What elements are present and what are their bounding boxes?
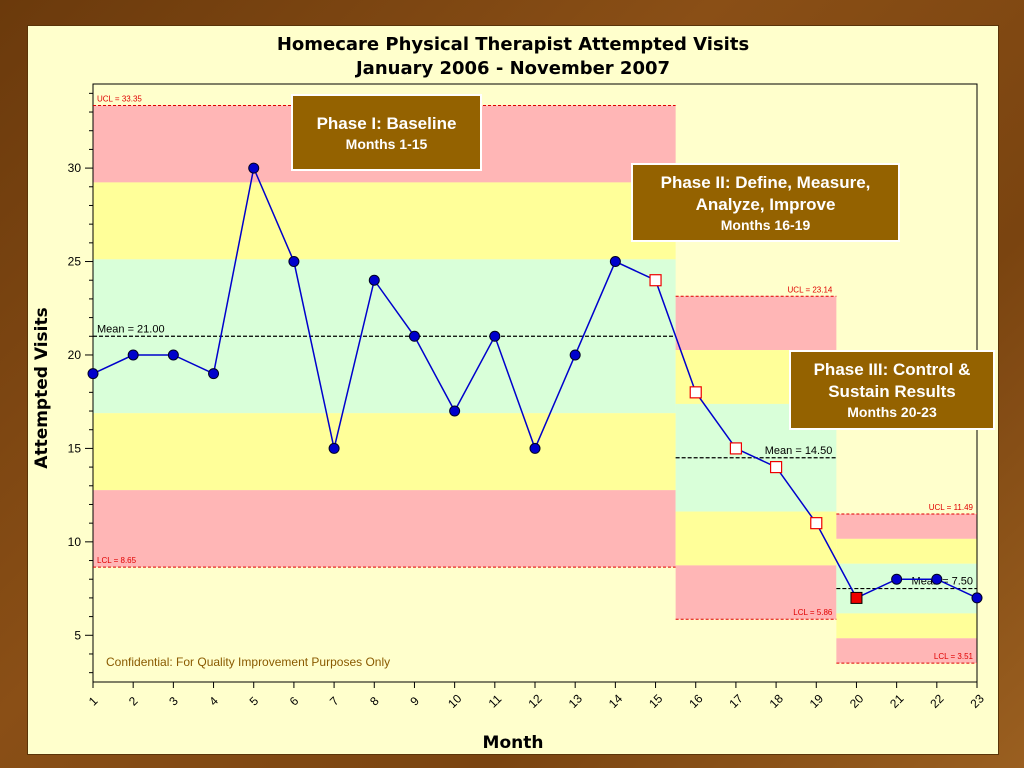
x-tick-label-21: 21 xyxy=(887,691,907,711)
phase-3-zone-2 xyxy=(836,538,977,564)
data-point-22 xyxy=(931,573,943,585)
phase-2-subtitle: Months 16-19 xyxy=(720,216,811,233)
phase-2-mean-label: Mean = 14.50 xyxy=(765,445,833,457)
phase-2-zone-5 xyxy=(675,565,837,620)
data-point-1 xyxy=(87,368,99,380)
y-tick-label-5: 5 xyxy=(74,628,81,642)
x-tick-label-1: 1 xyxy=(86,694,101,709)
x-tick-label-5: 5 xyxy=(247,694,262,709)
data-point-9 xyxy=(408,330,420,342)
data-point-16 xyxy=(689,386,702,399)
data-point-12 xyxy=(529,442,541,454)
data-point-3 xyxy=(167,349,179,361)
data-point-21 xyxy=(891,573,903,585)
x-tick-label-19: 19 xyxy=(807,691,827,711)
x-tick-label-15: 15 xyxy=(646,691,666,711)
phase-1-zone-2 xyxy=(93,182,676,260)
x-tick-label-20: 20 xyxy=(847,691,867,711)
data-point-20 xyxy=(850,591,863,604)
phase-1-zone-4 xyxy=(93,413,676,491)
data-point-8 xyxy=(368,274,380,286)
x-tick-label-23: 23 xyxy=(967,691,987,711)
data-point-15 xyxy=(649,274,662,287)
phase-3-subtitle: Months 20-23 xyxy=(847,404,937,420)
data-point-2 xyxy=(127,349,139,361)
phase-1-title: Phase I: Baseline xyxy=(316,113,457,133)
phase-2-ucl-label: UCL = 23.14 xyxy=(788,285,833,294)
x-tick-label-14: 14 xyxy=(606,691,626,711)
data-point-19 xyxy=(810,517,823,530)
data-point-11 xyxy=(489,330,501,342)
slide-panel: Homecare Physical Therapist Attempted Vi… xyxy=(27,25,999,755)
data-point-4 xyxy=(208,368,220,380)
data-point-14 xyxy=(609,256,621,268)
data-point-6 xyxy=(288,256,300,268)
phase-2-zone-1 xyxy=(675,296,837,351)
data-point-18 xyxy=(769,460,783,474)
x-tick-label-2: 2 xyxy=(126,694,141,709)
phase-2-lcl-label: LCL = 5.86 xyxy=(793,608,833,617)
x-tick-label-6: 6 xyxy=(287,694,302,709)
x-tick-label-13: 13 xyxy=(566,691,586,711)
x-tick-label-22: 22 xyxy=(927,691,947,711)
data-point-17 xyxy=(729,442,743,455)
phase-1-box: Phase I: Baseline Months 1-15 xyxy=(291,94,482,171)
phase-3-lcl-label: LCL = 3.51 xyxy=(934,652,974,661)
chart-title: Homecare Physical Therapist Attempted Vi… xyxy=(277,34,749,55)
phase-1-lcl-label: LCL = 8.65 xyxy=(97,556,137,565)
data-point-5 xyxy=(248,162,260,174)
phase-3-zone-1 xyxy=(836,513,977,539)
data-point-23 xyxy=(971,592,983,604)
phase-2-box: Phase II: Define, Measure, Analyze, Impr… xyxy=(631,163,900,242)
phase-3-zone-5 xyxy=(836,638,977,664)
phase-1-subtitle: Months 1-15 xyxy=(345,135,428,152)
chart-subtitle: January 2006 - November 2007 xyxy=(354,58,670,79)
phase-2-zone-4 xyxy=(675,511,837,566)
y-tick-label-25: 25 xyxy=(68,255,82,269)
data-point-10 xyxy=(449,405,461,417)
y-tick-label-30: 30 xyxy=(68,161,82,175)
x-tick-label-12: 12 xyxy=(525,691,545,711)
phase-1-ucl-label: UCL = 33.35 xyxy=(97,94,142,103)
x-tick-label-8: 8 xyxy=(367,694,382,709)
phase-3-zone-4 xyxy=(836,613,977,639)
x-tick-label-16: 16 xyxy=(686,691,706,711)
data-point-7 xyxy=(328,442,340,454)
x-tick-label-3: 3 xyxy=(166,694,181,709)
x-tick-label-10: 10 xyxy=(445,691,465,711)
phase-3-title: Phase III: Control & Sustain Results xyxy=(813,360,971,401)
x-tick-label-7: 7 xyxy=(327,694,342,709)
x-tick-label-18: 18 xyxy=(767,691,787,711)
x-tick-label-4: 4 xyxy=(206,694,221,709)
phase-1-mean-label: Mean = 21.00 xyxy=(97,323,165,335)
x-tick-label-17: 17 xyxy=(726,691,746,711)
limits-layer: UCL = 33.35 LCL = 8.65 Mean = 21.00 UCL = 2… xyxy=(93,94,977,664)
y-axis-title: Attempted Visits xyxy=(32,307,52,468)
x-tick-label-11: 11 xyxy=(486,692,505,711)
confidential-note: Confidential: For Quality Improvement Pu… xyxy=(106,655,390,669)
phase-2-title: Phase II: Define, Measure, Analyze, Impr… xyxy=(660,172,871,214)
data-point-13 xyxy=(569,349,581,361)
series-layer xyxy=(87,162,983,604)
y-tick-label-20: 20 xyxy=(68,348,82,362)
x-tick-label-9: 9 xyxy=(407,694,422,709)
y-tick-label-15: 15 xyxy=(68,441,82,455)
y-tick-label-10: 10 xyxy=(68,535,82,549)
phase-1-zone-5 xyxy=(93,490,676,568)
x-axis-title: Month xyxy=(483,733,544,753)
phase-3-box: Phase III: Control & Sustain Results Mon… xyxy=(789,350,995,430)
phase-3-ucl-label: UCL = 11.49 xyxy=(929,503,974,512)
